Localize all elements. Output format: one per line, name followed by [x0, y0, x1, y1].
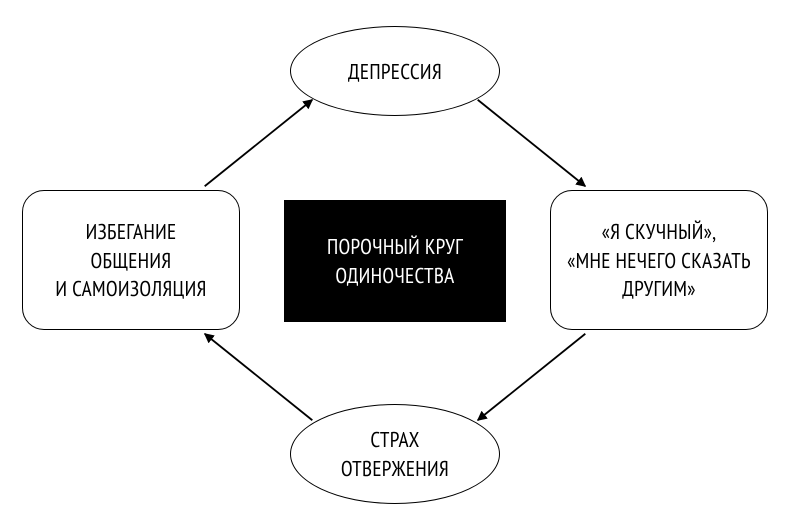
- edge-top-to-right: [478, 100, 586, 186]
- node-left-label: ИЗБЕГАНИЕОБЩЕНИЯИ САМОИЗОЛЯЦИЯ: [55, 217, 206, 303]
- node-top: ДЕПРЕССИЯ: [290, 26, 500, 116]
- node-left: ИЗБЕГАНИЕОБЩЕНИЯИ САМОИЗОЛЯЦИЯ: [22, 190, 240, 330]
- edge-left-to-top: [205, 100, 313, 186]
- node-right: «Я СКУЧНЫЙ»,«МНЕ НЕЧЕГО СКАЗАТЬДРУГИМ»: [550, 190, 768, 330]
- node-top-label: ДЕПРЕССИЯ: [348, 57, 442, 86]
- diagram-canvas: ПОРОЧНЫЙ КРУГОДИНОЧЕСТВА ДЕПРЕССИЯ «Я СКУЧ…: [0, 0, 790, 522]
- node-bottom-label: СТРАХОТВЕРЖЕНИЯ: [341, 425, 449, 483]
- edge-right-to-bottom: [478, 334, 586, 420]
- center-box: ПОРОЧНЫЙ КРУГОДИНОЧЕСТВА: [284, 200, 506, 322]
- center-box-label: ПОРОЧНЫЙ КРУГОДИНОЧЕСТВА: [327, 232, 463, 290]
- node-right-label: «Я СКУЧНЫЙ»,«МНЕ НЕЧЕГО СКАЗАТЬДРУГИМ»: [567, 217, 751, 303]
- node-bottom: СТРАХОТВЕРЖЕНИЯ: [290, 404, 500, 504]
- edge-bottom-to-left: [205, 334, 313, 420]
